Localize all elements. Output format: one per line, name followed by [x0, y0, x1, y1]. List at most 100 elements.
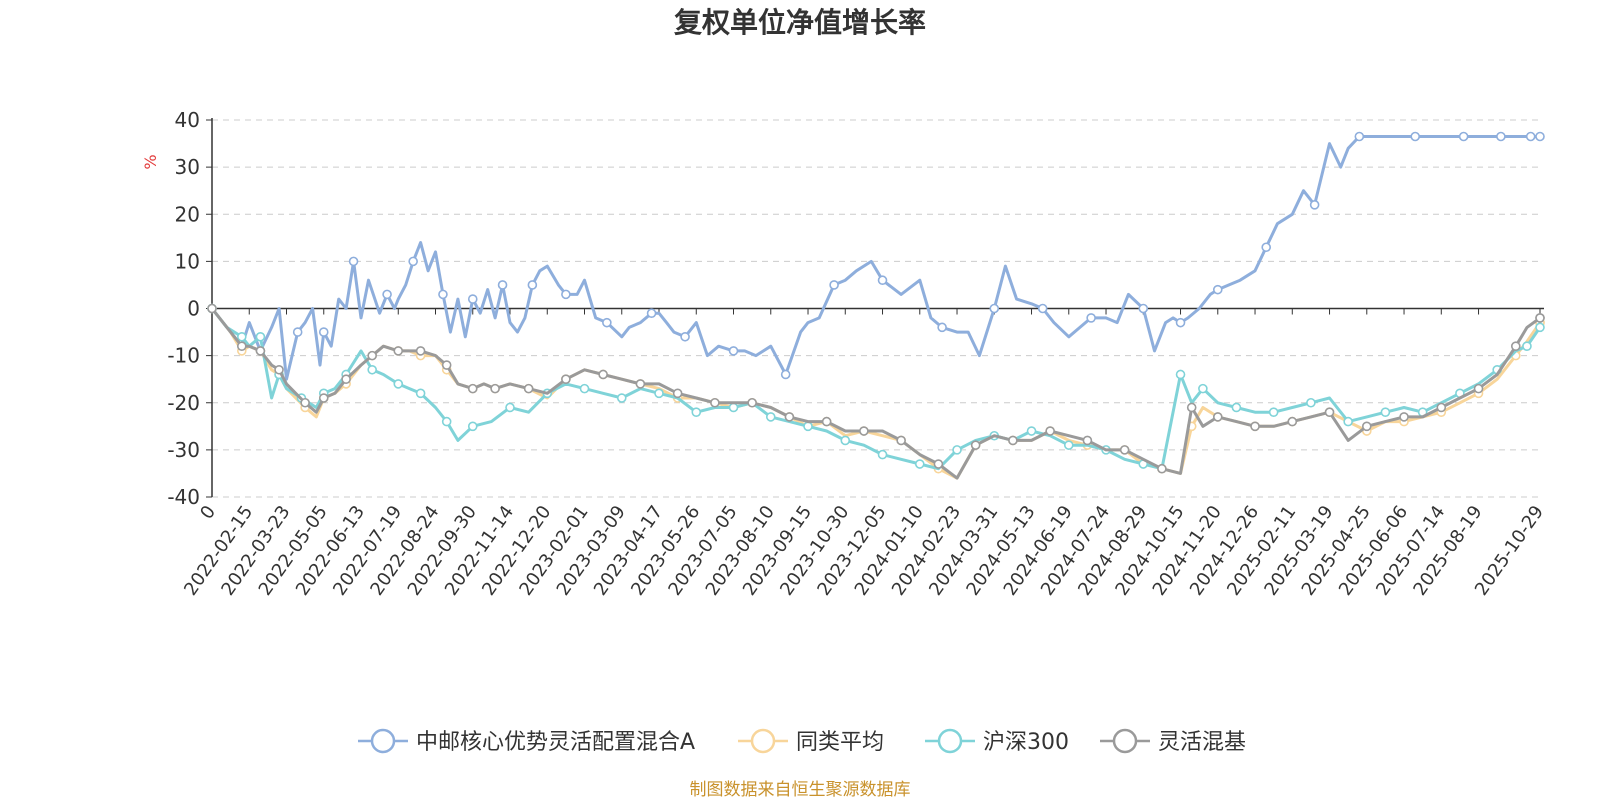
y-tick-label: 20 — [175, 202, 200, 226]
legend-marker — [937, 728, 963, 754]
x-tick-label: 0 — [196, 502, 220, 523]
data-point — [933, 459, 944, 469]
data-point — [877, 449, 888, 460]
data-point — [1525, 131, 1536, 142]
data-point — [859, 426, 869, 436]
data-point — [367, 350, 377, 361]
data-point — [672, 388, 683, 399]
data-point — [646, 308, 657, 319]
data-point — [382, 289, 392, 300]
legend-label: 沪深300 — [983, 730, 1069, 755]
data-point — [467, 294, 478, 304]
data-point — [1119, 445, 1130, 455]
data-point — [829, 280, 839, 290]
data-point — [1399, 412, 1409, 422]
data-point — [1535, 131, 1545, 142]
data-point — [561, 374, 571, 384]
data-point — [1175, 317, 1186, 328]
series-lines — [207, 131, 1545, 480]
legend-label: 同类平均 — [796, 730, 884, 755]
data-point — [1212, 284, 1223, 295]
data-point — [680, 331, 690, 342]
y-tick-label: -30 — [167, 438, 200, 462]
data-point — [348, 256, 359, 267]
data-point — [1198, 383, 1208, 394]
y-tick-labels: -40 -30 -20 -10 0 10 20 30 40 — [167, 108, 200, 509]
data-point — [1268, 407, 1279, 417]
series-line — [210, 307, 1542, 471]
data-point — [840, 435, 851, 446]
series-line — [210, 307, 1541, 480]
data-point — [1086, 313, 1096, 323]
data-point — [1026, 426, 1037, 436]
series-hs300 — [207, 303, 1545, 471]
x-tick-labels: 02022-02-152022-03-232022-05-052022-06-1… — [180, 502, 1548, 600]
data-point — [602, 317, 612, 328]
data-point — [1309, 200, 1320, 210]
data-point — [1306, 397, 1316, 408]
data-point — [1063, 440, 1074, 450]
data-point — [1261, 242, 1272, 253]
data-point — [616, 393, 627, 403]
data-point — [255, 346, 266, 356]
data-point — [952, 445, 962, 455]
data-point — [1410, 131, 1421, 142]
data-point — [300, 397, 310, 408]
data-point — [415, 388, 426, 399]
data-point — [207, 303, 217, 314]
y-tick-label: 10 — [175, 249, 200, 273]
data-point — [989, 303, 1000, 314]
data-point — [747, 397, 757, 408]
series-line — [210, 135, 1540, 381]
axes — [206, 118, 1544, 498]
data-point — [710, 397, 720, 408]
data-point — [467, 383, 478, 394]
series-flex_mixed — [207, 303, 1545, 480]
data-point — [579, 383, 590, 394]
data-point — [1522, 341, 1532, 352]
data-point — [598, 369, 608, 380]
legend-item-fund: 中邮核心优势灵活配置混合A — [358, 728, 695, 755]
data-point — [1324, 407, 1335, 417]
legend-marker — [750, 728, 776, 754]
data-point — [1287, 416, 1298, 427]
data-point — [441, 416, 452, 427]
legend-marker — [1112, 728, 1138, 754]
data-point — [1354, 131, 1365, 142]
y-tick-label: 0 — [187, 297, 200, 321]
data-point — [505, 402, 515, 413]
data-point — [1535, 313, 1545, 323]
data-point — [1008, 435, 1018, 446]
data-point — [237, 341, 247, 352]
data-point — [1231, 402, 1242, 413]
data-point — [408, 256, 418, 267]
data-point — [1458, 131, 1469, 142]
data-point — [1380, 407, 1391, 417]
data-point — [896, 435, 906, 446]
data-point — [274, 364, 284, 375]
data-point — [367, 364, 377, 375]
data-point — [415, 346, 426, 356]
data-point — [821, 416, 832, 427]
data-point — [490, 383, 500, 394]
legend-item-peer_avg: 同类平均 — [738, 728, 884, 755]
data-point — [1343, 416, 1353, 427]
data-point — [877, 275, 888, 286]
data-point — [1082, 435, 1093, 446]
data-point — [1212, 412, 1223, 422]
legend-item-flex_mixed: 灵活混基 — [1100, 728, 1246, 755]
data-point — [765, 412, 776, 422]
data-point — [803, 421, 813, 432]
y-tick-label: 30 — [175, 155, 200, 179]
series-fund — [207, 131, 1545, 381]
y-axis-unit: % — [141, 154, 160, 169]
legend-label: 中邮核心优势灵活配置混合A — [416, 730, 695, 755]
data-point — [635, 379, 646, 389]
data-point — [1473, 383, 1484, 394]
data-point — [318, 393, 329, 403]
data-point — [318, 327, 329, 337]
data-point — [441, 360, 452, 370]
data-point — [497, 280, 508, 290]
y-tick-label: -10 — [167, 344, 200, 368]
